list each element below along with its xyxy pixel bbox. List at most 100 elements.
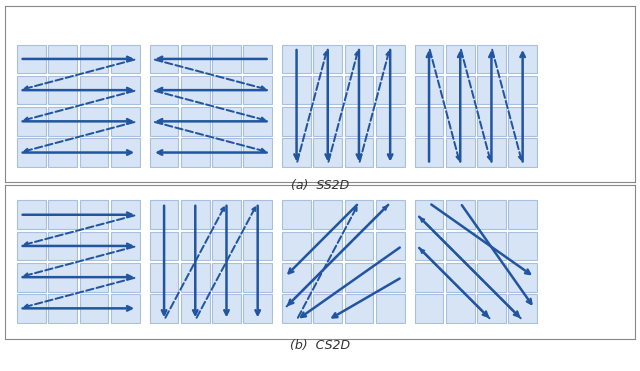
Bar <box>111 294 140 323</box>
Bar <box>282 200 311 229</box>
Bar <box>477 45 506 73</box>
Bar <box>415 138 444 167</box>
Bar <box>212 107 241 136</box>
Bar <box>49 294 77 323</box>
Bar <box>49 263 77 292</box>
Bar <box>181 45 210 73</box>
Bar <box>446 76 475 105</box>
Bar <box>17 200 46 229</box>
Bar <box>181 263 210 292</box>
Bar <box>17 138 46 167</box>
Bar <box>415 263 444 292</box>
Bar <box>79 107 108 136</box>
Bar <box>314 45 342 73</box>
Bar <box>477 76 506 105</box>
Bar <box>415 200 444 229</box>
Bar <box>415 107 444 136</box>
Bar <box>508 107 537 136</box>
Bar <box>243 76 272 105</box>
Bar <box>477 294 506 323</box>
Bar <box>17 76 46 105</box>
Bar <box>376 45 404 73</box>
Bar <box>243 232 272 260</box>
Bar <box>79 200 108 229</box>
Bar <box>49 200 77 229</box>
Bar <box>376 232 404 260</box>
Bar <box>477 107 506 136</box>
Bar <box>243 263 272 292</box>
Bar <box>150 263 179 292</box>
Bar <box>344 107 373 136</box>
Bar <box>79 263 108 292</box>
Bar <box>150 107 179 136</box>
Bar <box>314 232 342 260</box>
Bar <box>314 294 342 323</box>
Bar <box>111 45 140 73</box>
Bar <box>150 138 179 167</box>
Bar <box>508 76 537 105</box>
Bar <box>17 263 46 292</box>
Bar <box>181 138 210 167</box>
Bar <box>49 107 77 136</box>
Bar <box>446 45 475 73</box>
Bar <box>282 138 311 167</box>
Bar <box>212 45 241 73</box>
Bar <box>243 138 272 167</box>
Bar <box>282 232 311 260</box>
Bar <box>181 200 210 229</box>
Bar <box>49 138 77 167</box>
Bar <box>49 76 77 105</box>
Bar <box>212 138 241 167</box>
Bar <box>212 294 241 323</box>
Bar <box>17 107 46 136</box>
Bar <box>282 294 311 323</box>
Bar <box>344 263 373 292</box>
Bar <box>79 138 108 167</box>
Bar <box>49 232 77 260</box>
Bar <box>212 232 241 260</box>
Bar <box>181 232 210 260</box>
Bar <box>243 107 272 136</box>
Bar <box>376 294 404 323</box>
Bar <box>150 200 179 229</box>
Bar <box>49 45 77 73</box>
Bar <box>376 200 404 229</box>
Bar <box>477 232 506 260</box>
Bar <box>79 76 108 105</box>
Bar <box>111 138 140 167</box>
Bar <box>79 294 108 323</box>
Bar <box>508 294 537 323</box>
Bar <box>17 45 46 73</box>
Bar <box>344 232 373 260</box>
Bar <box>314 263 342 292</box>
Bar <box>477 263 506 292</box>
Bar <box>243 200 272 229</box>
Bar <box>415 76 444 105</box>
Bar <box>415 232 444 260</box>
Bar <box>282 45 311 73</box>
Bar <box>344 45 373 73</box>
Bar <box>181 76 210 105</box>
Bar <box>150 45 179 73</box>
Bar <box>508 232 537 260</box>
Bar <box>446 107 475 136</box>
Bar <box>282 107 311 136</box>
Bar <box>314 138 342 167</box>
Bar <box>150 232 179 260</box>
Bar <box>314 76 342 105</box>
Bar <box>376 138 404 167</box>
Bar <box>111 107 140 136</box>
Bar <box>344 200 373 229</box>
Bar <box>17 294 46 323</box>
Bar <box>508 138 537 167</box>
Bar <box>111 263 140 292</box>
Bar <box>376 107 404 136</box>
Bar <box>477 200 506 229</box>
Bar <box>282 263 311 292</box>
Bar <box>344 138 373 167</box>
Bar <box>446 138 475 167</box>
Bar <box>150 76 179 105</box>
Bar <box>344 76 373 105</box>
Bar <box>212 263 241 292</box>
Bar <box>111 232 140 260</box>
